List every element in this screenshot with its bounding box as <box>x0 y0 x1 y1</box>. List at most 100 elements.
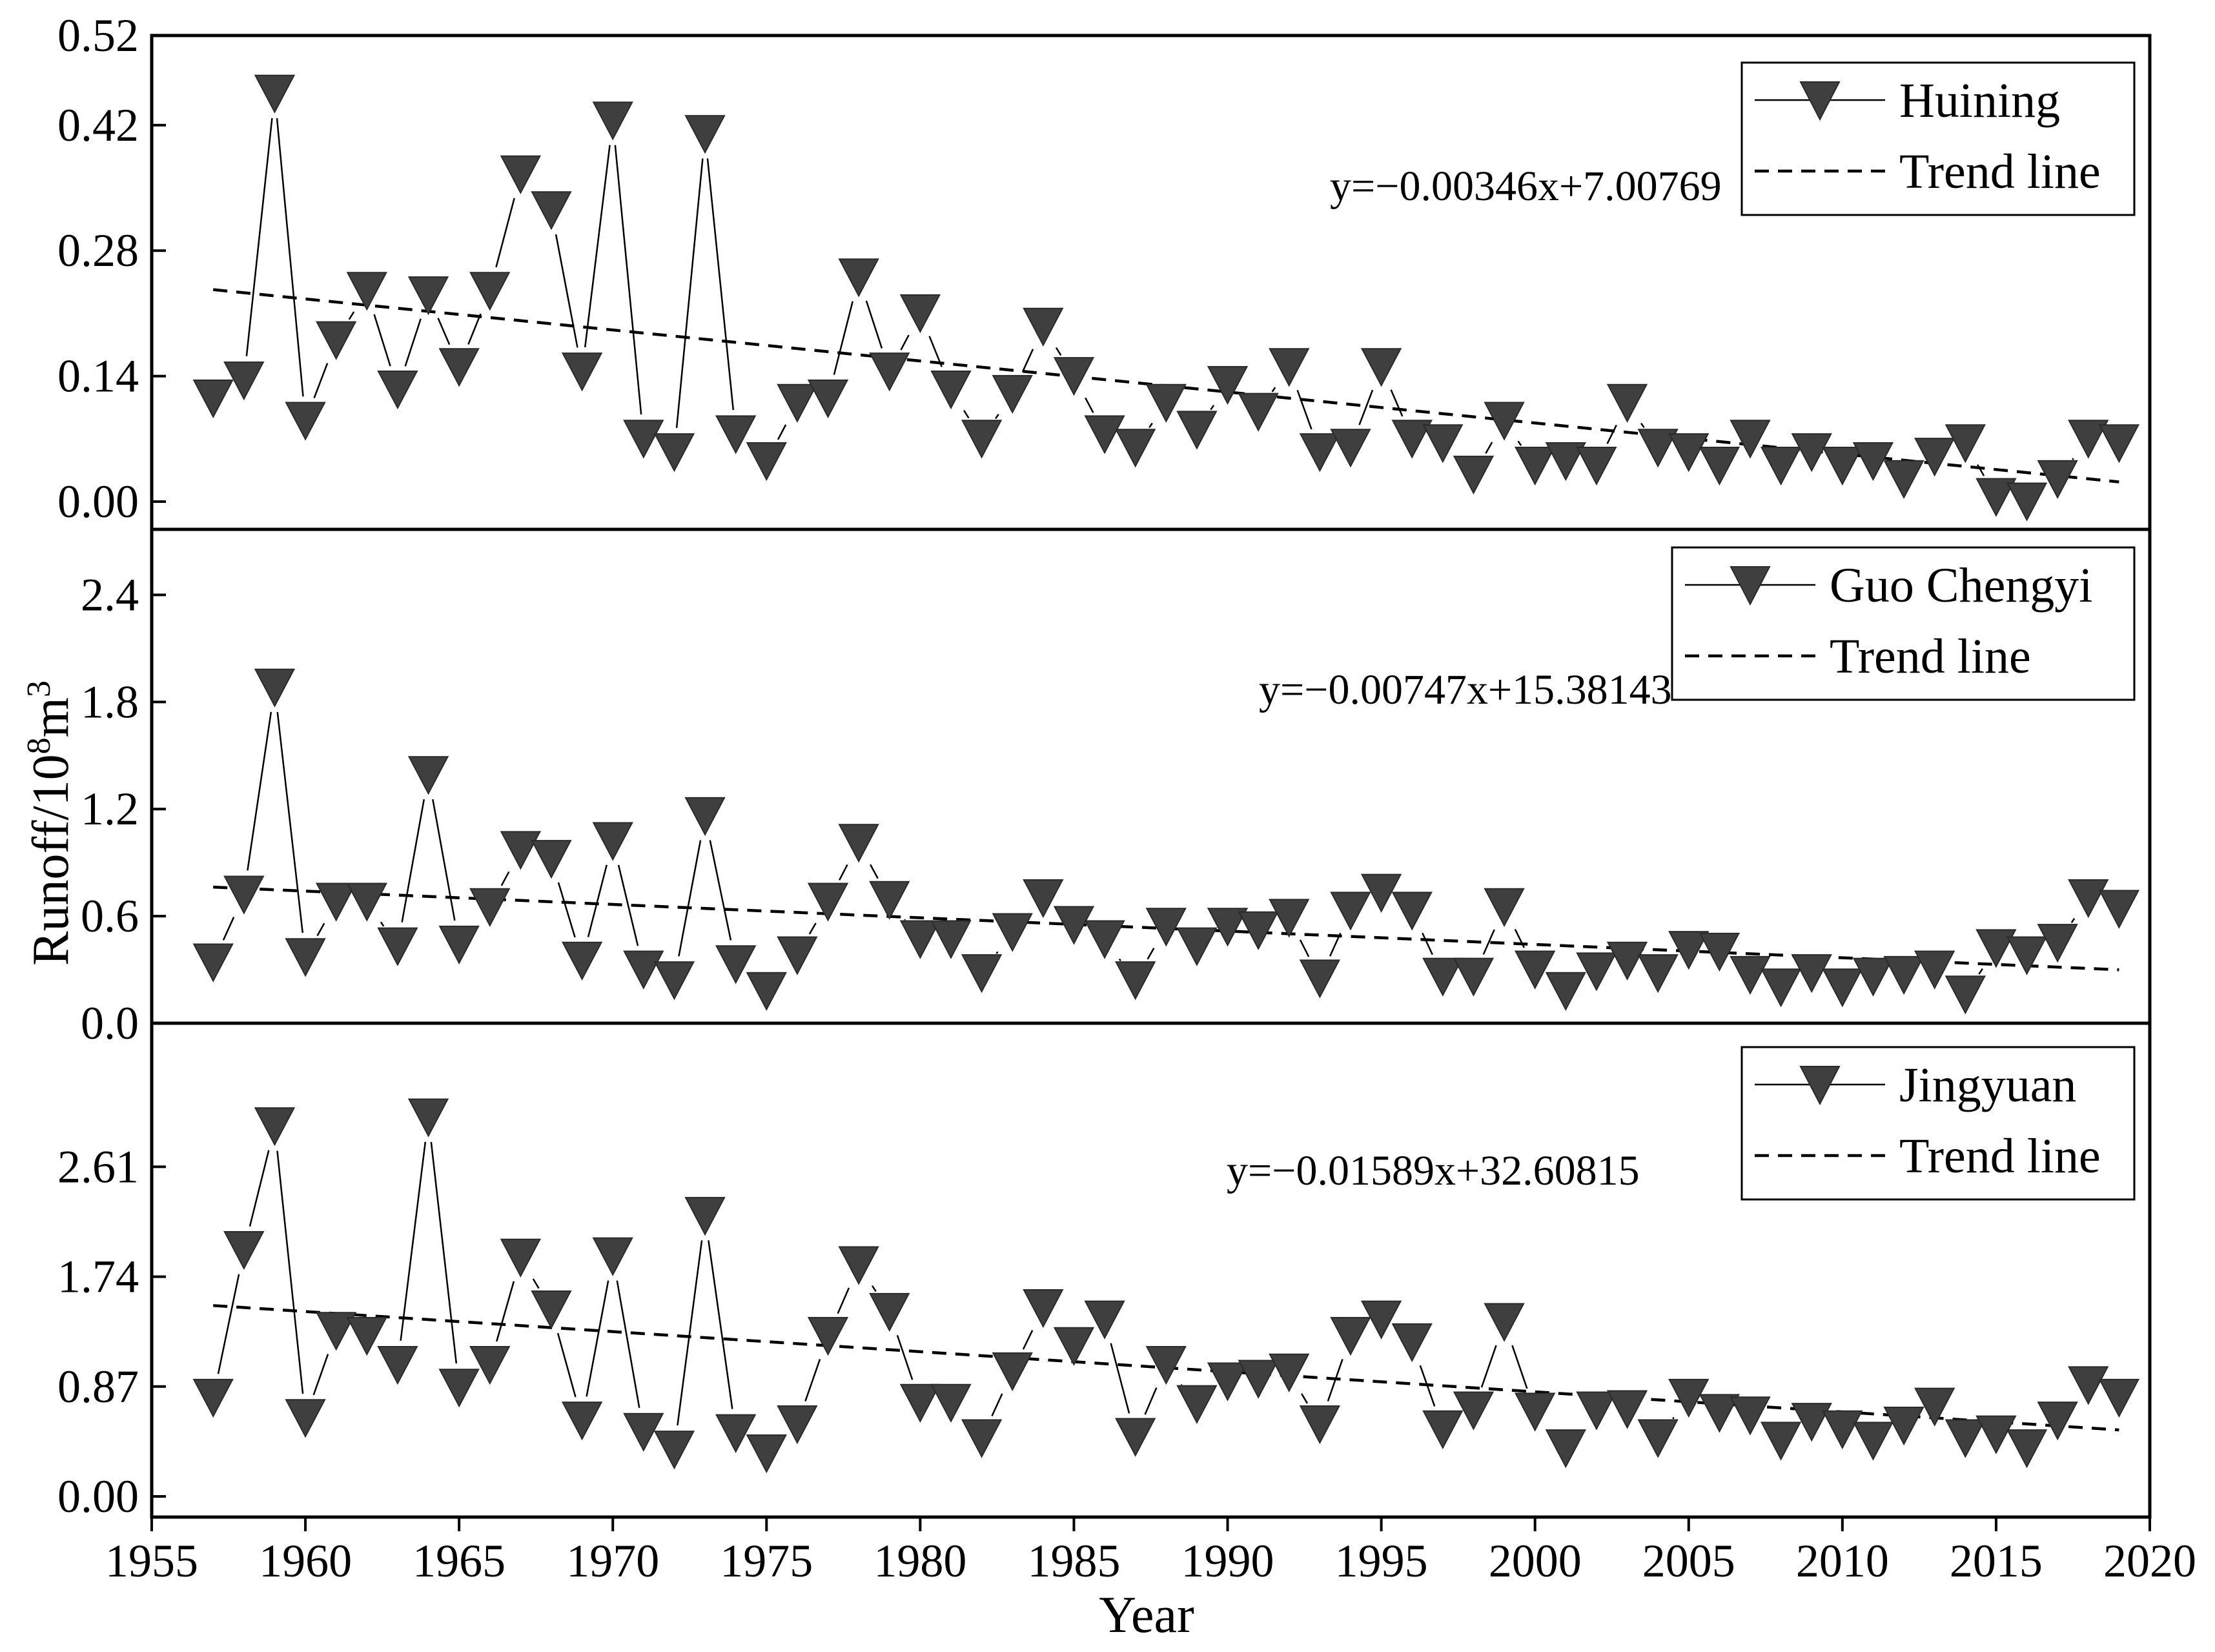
data-point-1989 <box>1176 1385 1218 1424</box>
data-point-1960 <box>285 938 326 977</box>
data-point-1994 <box>1330 429 1371 468</box>
series-segment <box>678 840 702 957</box>
data-point-1984 <box>1023 879 1064 919</box>
series-segment <box>808 923 817 935</box>
series-segment <box>2072 458 2074 460</box>
data-point-2015 <box>1975 929 2017 968</box>
data-point-1974 <box>715 945 757 984</box>
data-point-2000 <box>1515 446 1556 486</box>
series-segment <box>584 145 611 348</box>
data-point-1976 <box>777 1405 818 1445</box>
data-point-1998 <box>1453 455 1495 495</box>
data-point-2019 <box>2098 1378 2140 1418</box>
data-point-2010 <box>1822 968 1863 1008</box>
data-point-1991 <box>1238 393 1279 432</box>
data-point-2017 <box>2037 460 2078 499</box>
series-segment <box>963 410 970 419</box>
data-point-2004 <box>1637 1419 1679 1458</box>
data-point-1996 <box>1391 892 1433 931</box>
y-tick-label: 0.42 <box>57 99 139 151</box>
data-point-1984 <box>1023 307 1064 347</box>
series-segment <box>1390 389 1404 417</box>
data-point-1987 <box>1115 961 1156 1001</box>
data-point-1971 <box>623 1412 664 1452</box>
data-point-1991 <box>1238 1360 1279 1399</box>
data-point-2006 <box>1699 446 1740 486</box>
x-tick-label: 2010 <box>1796 1535 1889 1587</box>
data-point-2019 <box>2098 424 2140 464</box>
y-axis-title-main: Runoff/10 <box>23 754 79 965</box>
legend-marker <box>1799 81 1841 121</box>
data-point-1962 <box>346 882 387 922</box>
data-point-1987 <box>1115 1418 1156 1457</box>
data-point-1986 <box>1084 920 1125 959</box>
x-tick-label: 1980 <box>873 1535 966 1587</box>
data-point-1961 <box>316 1312 357 1351</box>
data-point-1977 <box>807 379 849 418</box>
data-point-2015 <box>1975 1415 2017 1454</box>
data-point-2003 <box>1606 1390 1648 1429</box>
data-point-1969 <box>561 941 603 981</box>
y-tick-label: 0.0 <box>81 997 139 1049</box>
data-point-1963 <box>377 370 418 410</box>
data-point-1976 <box>777 936 818 975</box>
series-segment <box>833 301 854 375</box>
data-point-1979 <box>869 881 910 920</box>
series-segment <box>1517 440 1522 446</box>
data-point-1972 <box>653 961 695 1001</box>
x-tick-label: 1995 <box>1335 1535 1428 1587</box>
data-point-1958 <box>223 1231 265 1270</box>
data-point-1998 <box>1453 1391 1495 1431</box>
series-segment <box>1422 932 1433 955</box>
series-segment <box>556 1332 577 1398</box>
legend-label-trend: Trend line <box>1899 145 2101 199</box>
series-segment <box>430 1141 458 1364</box>
data-point-1999 <box>1484 1303 1525 1342</box>
series-segment <box>316 923 325 937</box>
series-segment <box>900 334 910 351</box>
series-segment <box>373 314 391 367</box>
data-point-1973 <box>684 1197 726 1236</box>
series-segment <box>1978 968 1983 975</box>
series-segment <box>1606 424 1617 444</box>
data-point-1965 <box>438 1369 480 1408</box>
y-tick-label: 0.87 <box>57 1361 139 1412</box>
data-point-1987 <box>1115 429 1156 468</box>
data-point-1980 <box>899 294 941 334</box>
data-point-1996 <box>1391 1323 1433 1362</box>
trend-equation: y=−0.01589x+32.60815 <box>1227 1147 1640 1194</box>
x-tick-label: 2020 <box>2103 1535 2196 1587</box>
data-point-1989 <box>1176 927 1218 966</box>
data-point-1994 <box>1330 1317 1371 1356</box>
series-segment <box>871 1285 877 1292</box>
data-point-2001 <box>1545 442 1586 482</box>
y-tick-label: 1.8 <box>81 676 139 728</box>
legend-label-trend: Trend line <box>1830 629 2031 684</box>
data-point-1974 <box>715 1414 757 1453</box>
data-point-1967 <box>500 831 542 870</box>
series-segment <box>496 1281 515 1342</box>
series-segment <box>1358 389 1374 425</box>
data-point-1991 <box>1238 911 1279 950</box>
series-segment <box>587 864 607 937</box>
data-point-1980 <box>899 920 941 959</box>
x-tick-label: 1990 <box>1181 1535 1274 1587</box>
y-axis-title-exponent-8: 8 <box>21 737 57 754</box>
data-point-1993 <box>1299 1405 1341 1445</box>
y-tick-label: 0.14 <box>57 351 139 402</box>
data-point-1962 <box>346 1317 387 1356</box>
data-point-1970 <box>592 101 633 141</box>
series-segment <box>896 1334 914 1380</box>
data-point-1960 <box>285 1399 326 1438</box>
x-tick-label: 2005 <box>1642 1535 1735 1587</box>
y-tick-label: 0.28 <box>57 225 139 276</box>
data-point-1980 <box>899 1383 941 1423</box>
y-tick-label: 2.61 <box>57 1141 139 1192</box>
data-point-1990 <box>1207 908 1249 947</box>
y-tick-label: 0.00 <box>57 476 139 527</box>
trend-equation: y=−0.00747x+15.38143 <box>1259 666 1672 713</box>
data-point-1997 <box>1422 1410 1464 1449</box>
data-point-1981 <box>930 370 972 410</box>
data-point-1971 <box>623 950 664 990</box>
